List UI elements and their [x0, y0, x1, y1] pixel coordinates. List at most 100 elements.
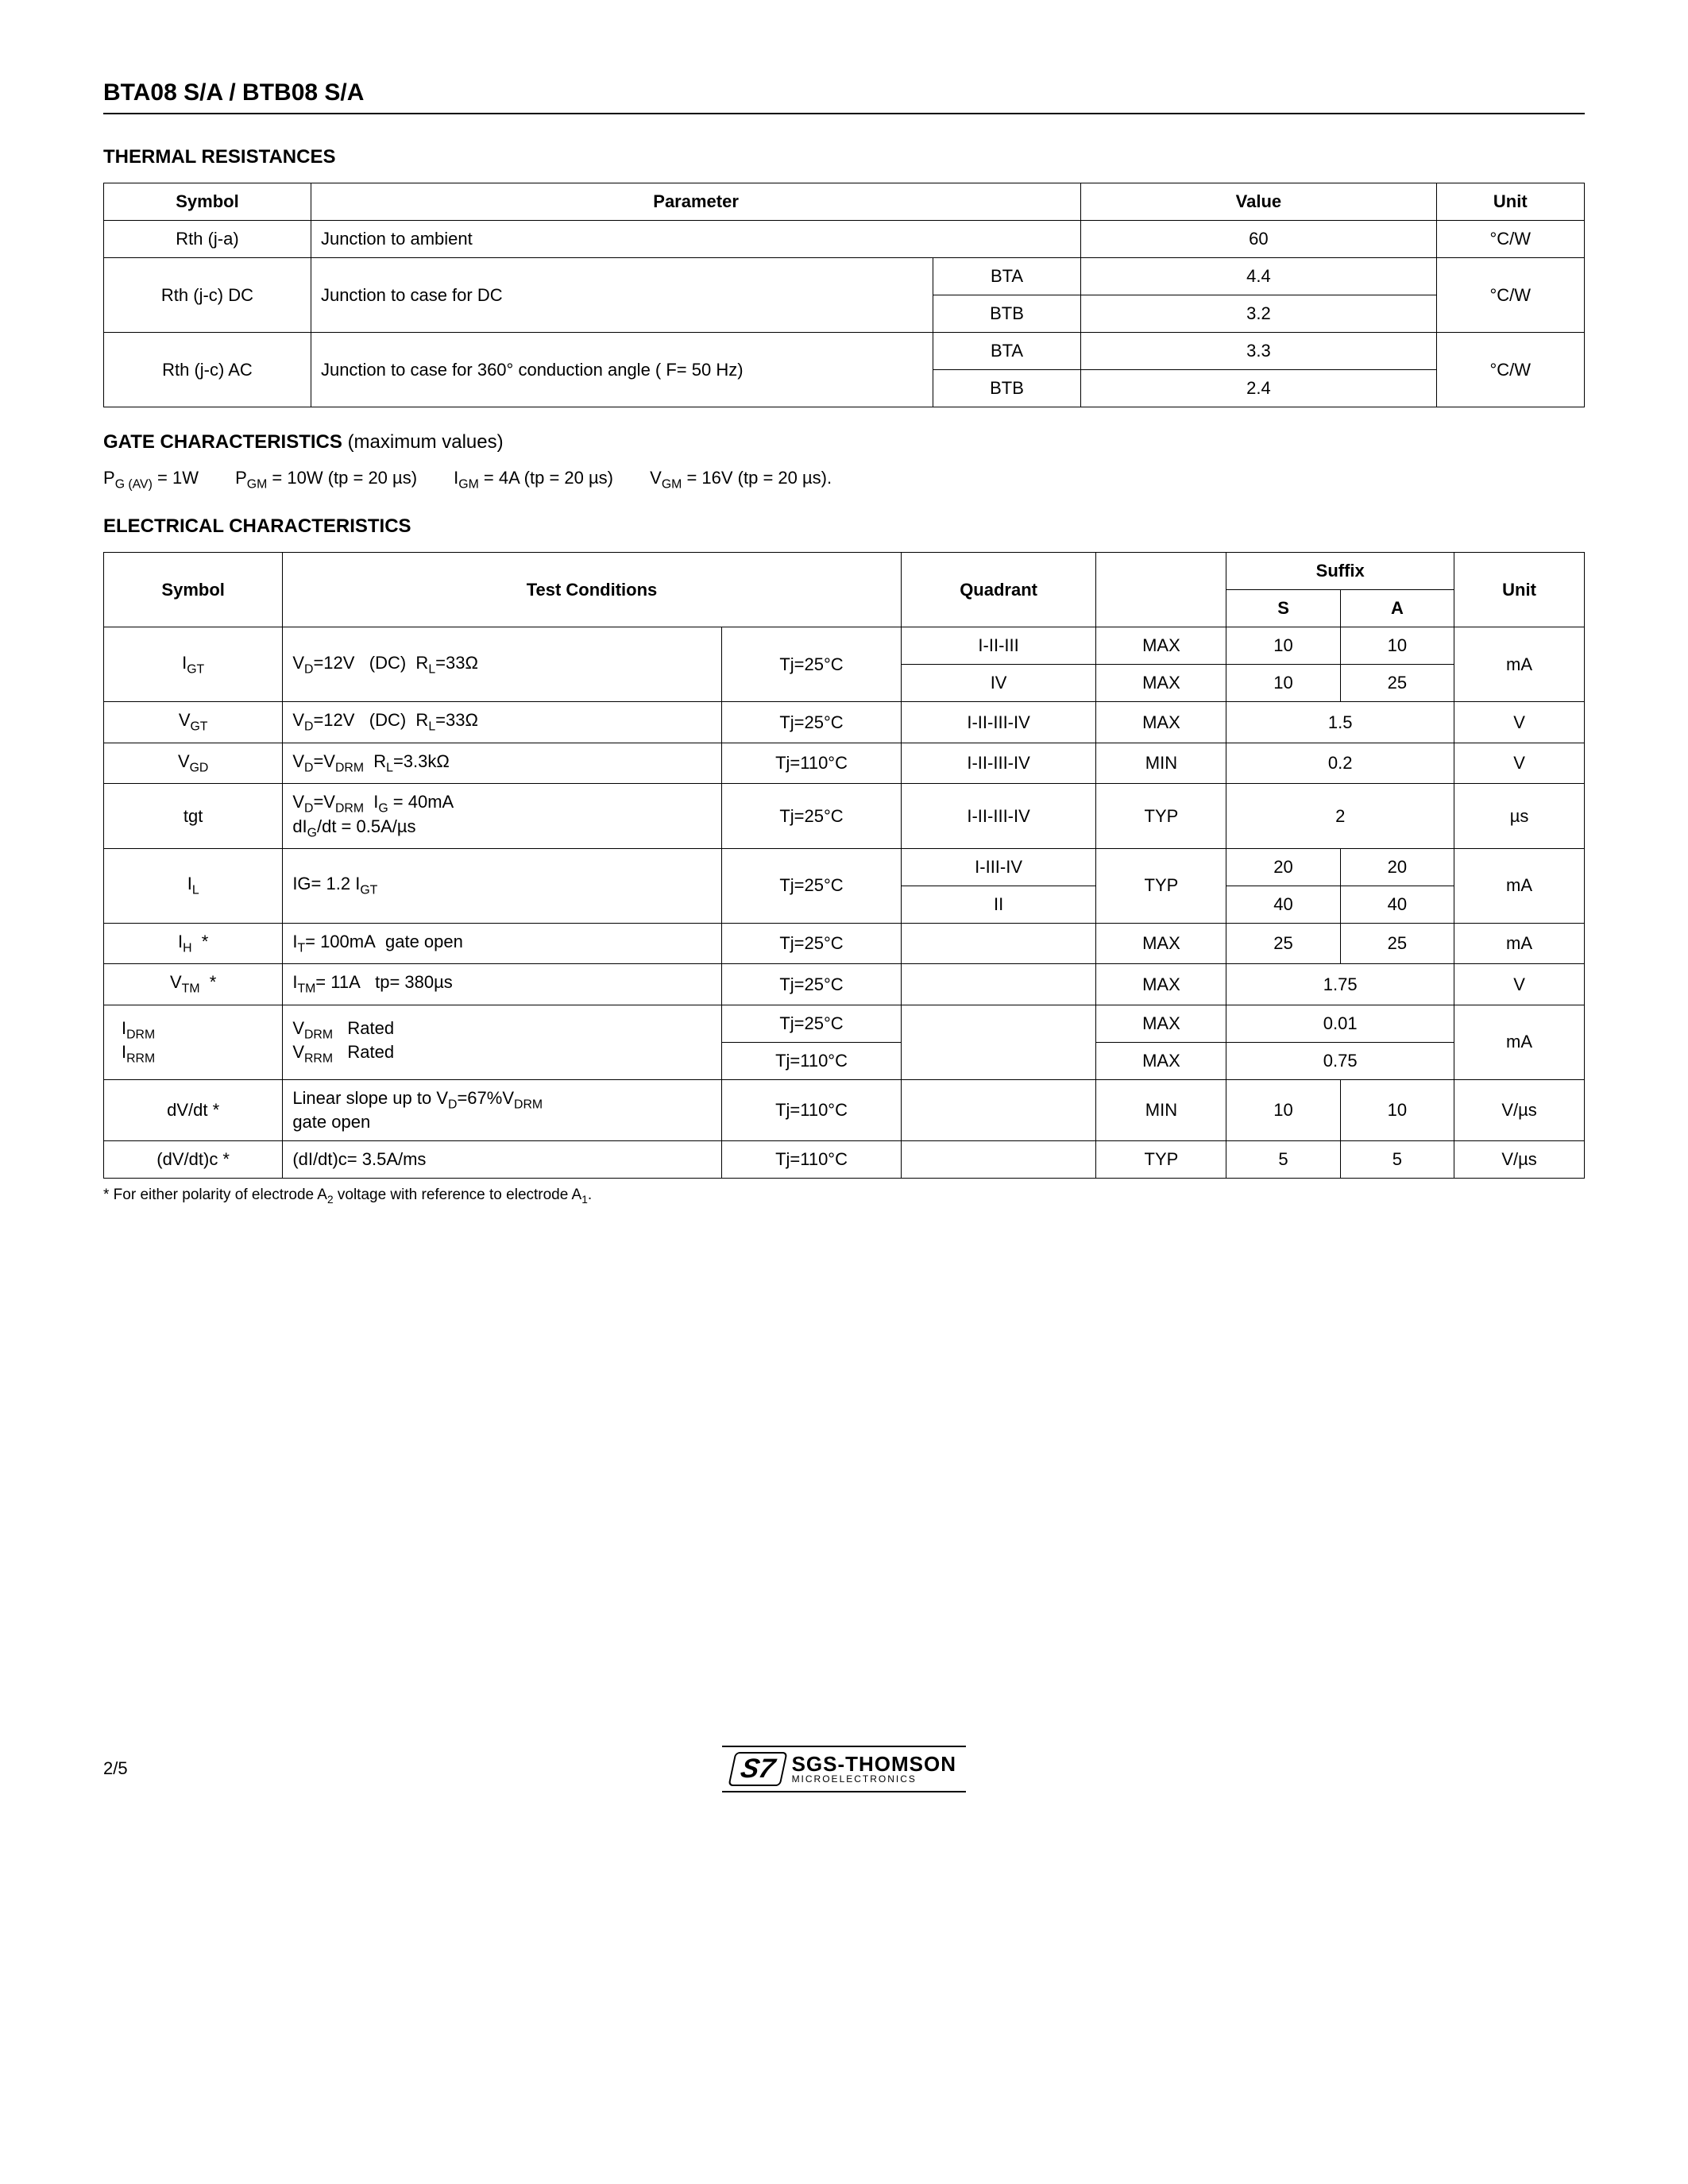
- cell: Tj=25°C: [722, 627, 901, 702]
- cell: °C/W: [1436, 333, 1584, 407]
- cell: MAX: [1096, 702, 1226, 743]
- cell: BTA: [933, 333, 1080, 370]
- cell: VD=VDRM RL=3.3kΩ: [283, 743, 722, 783]
- cell: MAX: [1096, 964, 1226, 1005]
- cell: VTM *: [104, 964, 283, 1005]
- cell: TYP: [1096, 1141, 1226, 1179]
- logo-text-big: SGS-THOMSON: [792, 1754, 956, 1774]
- cell: ITM= 11A tp= 380µs: [283, 964, 722, 1005]
- table-row: IL IG= 1.2 IGT Tj=25°C I-III-IV TYP 20 2…: [104, 848, 1585, 886]
- cell: Tj=25°C: [722, 848, 901, 923]
- cell: IG= 1.2 IGT: [283, 848, 722, 923]
- th-suffix: Suffix: [1226, 553, 1454, 590]
- cell: 1.75: [1226, 964, 1454, 1005]
- th-parameter: Parameter: [311, 183, 1080, 221]
- cell: [901, 1079, 1096, 1140]
- heading-sub: (maximum values): [348, 431, 504, 453]
- cell: MAX: [1096, 1005, 1226, 1042]
- cell: TYP: [1096, 784, 1226, 849]
- cell: IV: [901, 665, 1096, 702]
- cell: MAX: [1096, 627, 1226, 665]
- cell: (dV/dt)c *: [104, 1141, 283, 1179]
- cell: [901, 1141, 1096, 1179]
- cell: Tj=110°C: [722, 1141, 901, 1179]
- cell: VD=12V (DC) RL=33Ω: [283, 627, 722, 702]
- table-row: Rth (j-a) Junction to ambient 60 °C/W: [104, 221, 1585, 258]
- cell: [901, 964, 1096, 1005]
- cell: 5: [1226, 1141, 1340, 1179]
- cell: °C/W: [1436, 258, 1584, 333]
- cell: 3.3: [1081, 333, 1436, 370]
- cell: Tj=25°C: [722, 784, 901, 849]
- page-number: 2/5: [103, 1758, 128, 1779]
- table-row: VTM * ITM= 11A tp= 380µs Tj=25°C MAX 1.7…: [104, 964, 1585, 1005]
- gate-heading: GATE CHARACTERISTICS (maximum values): [103, 431, 1585, 453]
- cell: V/µs: [1454, 1141, 1585, 1179]
- cell: VGT: [104, 702, 283, 743]
- table-row: Rth (j-c) AC Junction to case for 360° c…: [104, 333, 1585, 370]
- th-blank: [1096, 553, 1226, 627]
- table-row: VGT VD=12V (DC) RL=33Ω Tj=25°C I-II-III-…: [104, 702, 1585, 743]
- cell: I-III-IV: [901, 848, 1096, 886]
- gate-params: PG (AV) = 1W PGM = 10W (tp = 20 µs) IGM …: [103, 468, 1585, 492]
- table-row: IGT VD=12V (DC) RL=33Ω Tj=25°C I-II-III …: [104, 627, 1585, 665]
- cell: Tj=25°C: [722, 923, 901, 963]
- cell: 10: [1226, 665, 1340, 702]
- cell: 2.4: [1081, 370, 1436, 407]
- th-symbol: Symbol: [104, 183, 311, 221]
- cell: Tj=110°C: [722, 743, 901, 783]
- heading-text: GATE CHARACTERISTICS: [103, 431, 342, 453]
- th-tc: Test Conditions: [283, 553, 901, 627]
- cell: VD=12V (DC) RL=33Ω: [283, 702, 722, 743]
- cell: BTB: [933, 295, 1080, 333]
- cell: MAX: [1096, 923, 1226, 963]
- table-row: IDRMIRRM VDRM RatedVRRM Rated Tj=25°C MA…: [104, 1005, 1585, 1042]
- table-row: IH * IT= 100mA gate open Tj=25°C MAX 25 …: [104, 923, 1585, 963]
- footer: 2/5 S7 SGS-THOMSON MICROELECTRONICS: [103, 1746, 1585, 1792]
- cell: Rth (j-c) DC: [104, 258, 311, 333]
- cell: [901, 923, 1096, 963]
- cell: Junction to case for 360° conduction ang…: [311, 333, 933, 407]
- cell: 5: [1340, 1141, 1454, 1179]
- cell: 0.2: [1226, 743, 1454, 783]
- cell: I-II-III: [901, 627, 1096, 665]
- gate-p1: PG (AV) = 1W: [103, 468, 199, 488]
- th-unit: Unit: [1436, 183, 1584, 221]
- cell: °C/W: [1436, 221, 1584, 258]
- cell: 60: [1081, 221, 1436, 258]
- footnote: * For either polarity of electrode A2 vo…: [103, 1187, 1585, 1206]
- cell: IT= 100mA gate open: [283, 923, 722, 963]
- cell: V: [1454, 702, 1585, 743]
- thermal-heading: THERMAL RESISTANCES: [103, 146, 1585, 168]
- cell: mA: [1454, 627, 1585, 702]
- cell: VGD: [104, 743, 283, 783]
- cell: V/µs: [1454, 1079, 1585, 1140]
- cell: Tj=25°C: [722, 964, 901, 1005]
- cell: 25: [1226, 923, 1340, 963]
- cell: Tj=110°C: [722, 1042, 901, 1079]
- cell: Tj=25°C: [722, 1005, 901, 1042]
- cell: [901, 1005, 1096, 1079]
- cell: Tj=110°C: [722, 1079, 901, 1140]
- thermal-table: Symbol Parameter Value Unit Rth (j-a) Ju…: [103, 183, 1585, 407]
- table-row: (dV/dt)c * (dI/dt)c= 3.5A/ms Tj=110°C TY…: [104, 1141, 1585, 1179]
- cell: 10: [1340, 627, 1454, 665]
- cell: IL: [104, 848, 283, 923]
- th-unit: Unit: [1454, 553, 1585, 627]
- cell: I-II-III-IV: [901, 702, 1096, 743]
- gate-p2: PGM = 10W (tp = 20 µs): [235, 468, 417, 488]
- logo: S7 SGS-THOMSON MICROELECTRONICS: [722, 1746, 966, 1792]
- cell: I-II-III-IV: [901, 784, 1096, 849]
- cell: BTB: [933, 370, 1080, 407]
- cell: IDRMIRRM: [104, 1005, 283, 1079]
- cell: 3.2: [1081, 295, 1436, 333]
- cell: MIN: [1096, 1079, 1226, 1140]
- cell: 0.75: [1226, 1042, 1454, 1079]
- cell: Junction to case for DC: [311, 258, 933, 333]
- cell: 10: [1340, 1079, 1454, 1140]
- cell: IGT: [104, 627, 283, 702]
- table-row: Rth (j-c) DC Junction to case for DC BTA…: [104, 258, 1585, 295]
- logo-text-small: MICROELECTRONICS: [792, 1774, 956, 1784]
- cell: Junction to ambient: [311, 221, 1080, 258]
- cell: dV/dt *: [104, 1079, 283, 1140]
